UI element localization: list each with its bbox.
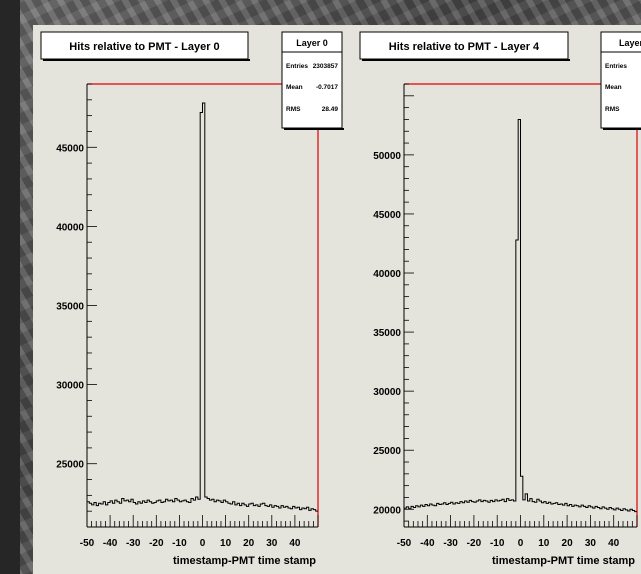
x-tick-label: 10 bbox=[538, 538, 550, 549]
x-tick-label: 0 bbox=[200, 538, 206, 549]
title-box-shadow bbox=[362, 59, 570, 61]
x-tick-label: -50 bbox=[397, 538, 412, 549]
x-tick-label: -20 bbox=[467, 538, 482, 549]
y-tick-label: 40000 bbox=[373, 269, 401, 280]
stats-box-shadow bbox=[284, 128, 344, 130]
histogram-panels: -50 -40 -30 -20 -10 0 10 20 30 40 25000 30000 35000 4… bbox=[40, 31, 641, 567]
y-tick-label: 30000 bbox=[56, 381, 84, 392]
y-tick-label: 40000 bbox=[56, 222, 84, 233]
y-tick-label: 45000 bbox=[373, 210, 401, 221]
x-tick-label: 30 bbox=[266, 538, 278, 549]
root-canvas: -50 -40 -30 -20 -10 0 10 20 30 40 25000 30000 35000 4… bbox=[33, 25, 641, 574]
title-box bbox=[40, 31, 249, 60]
y-tick-label: 25000 bbox=[56, 460, 84, 471]
y-tick-label: 35000 bbox=[373, 328, 401, 339]
stats-entries-value: 2303857 bbox=[313, 63, 339, 70]
x-axis-label: timestamp-PMT time stamp bbox=[492, 555, 635, 567]
stats-rms-value: 28.49 bbox=[322, 106, 339, 113]
stats-rms-label: RMS bbox=[286, 106, 301, 113]
x-tick-label: -10 bbox=[490, 538, 505, 549]
title-box bbox=[359, 31, 569, 60]
stats-mean-value: -0.7017 bbox=[316, 84, 338, 91]
x-tick-label: 40 bbox=[608, 538, 620, 549]
x-tick-label: -30 bbox=[443, 538, 458, 549]
x-tick-label: -40 bbox=[420, 538, 435, 549]
stats-box bbox=[600, 31, 641, 129]
x-tick-label: 20 bbox=[243, 538, 255, 549]
x-tick-label: -50 bbox=[80, 538, 95, 549]
histogram-series-line bbox=[87, 102, 318, 512]
stats-entries-label: Entries bbox=[605, 63, 627, 70]
x-tick-label: -20 bbox=[149, 538, 164, 549]
left-window-edge bbox=[0, 0, 20, 574]
x-tick-label: 20 bbox=[562, 538, 574, 549]
x-tick-label: -10 bbox=[172, 538, 187, 549]
x-tick-label: 10 bbox=[220, 538, 232, 549]
y-tick-label: 50000 bbox=[373, 151, 401, 162]
x-tick-label: -30 bbox=[126, 538, 141, 549]
y-tick-label: 20000 bbox=[373, 505, 401, 516]
stats-name: Layer 0 bbox=[296, 38, 328, 48]
y-tick-label: 35000 bbox=[56, 302, 84, 313]
chart-title: Hits relative to PMT - Layer 0 bbox=[69, 41, 219, 53]
x-tick-label: 40 bbox=[289, 538, 301, 549]
stats-mean-label: Mean bbox=[605, 84, 622, 91]
x-tick-label: 0 bbox=[518, 538, 524, 549]
stats-rms-label: RMS bbox=[605, 106, 620, 113]
x-tick-label: -40 bbox=[103, 538, 118, 549]
stats-entries-label: Entries bbox=[286, 63, 308, 70]
stats-box-shadow bbox=[603, 128, 641, 130]
title-box-shadow bbox=[43, 59, 250, 61]
stats-mean-label: Mean bbox=[286, 84, 303, 91]
x-tick-label: 30 bbox=[585, 538, 597, 549]
stats-name: Layer bbox=[619, 38, 641, 48]
x-axis-label: timestamp-PMT time stamp bbox=[173, 555, 316, 567]
histogram-series-line bbox=[404, 118, 637, 513]
y-tick-label: 45000 bbox=[56, 143, 84, 154]
chart-title: Hits relative to PMT - Layer 4 bbox=[389, 41, 540, 53]
stats-box bbox=[281, 31, 343, 129]
y-tick-label: 30000 bbox=[373, 387, 401, 398]
y-tick-label: 25000 bbox=[373, 446, 401, 457]
